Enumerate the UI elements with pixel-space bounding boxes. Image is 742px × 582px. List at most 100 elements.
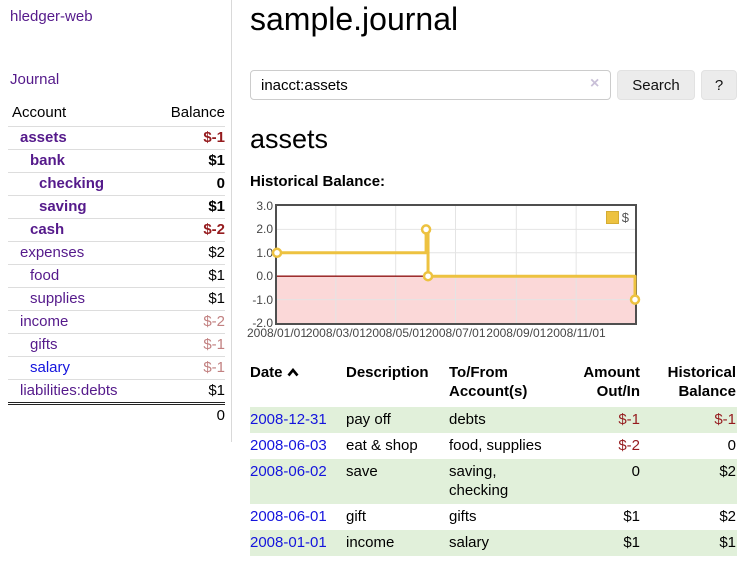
y-axis-tick-label: -1.0 [252, 292, 273, 307]
search-button[interactable]: Search [617, 70, 695, 100]
account-balance: $-2 [149, 218, 225, 242]
register-row: 2008-12-31 pay off debts $-1 $-1 [250, 407, 737, 433]
account-balance: $-1 [149, 333, 225, 357]
accounts-column-header: To/From Account(s) [449, 364, 528, 400]
transaction-accounts: gifts [449, 508, 477, 525]
transaction-description: pay off [346, 411, 391, 428]
chart-canvas [271, 206, 641, 323]
transaction-date-link[interactable]: 2008-01-01 [250, 534, 327, 551]
help-button[interactable]: ? [701, 70, 737, 100]
x-axis-tick-label: 2008/01/01 [246, 326, 308, 340]
transaction-amount: 0 [631, 463, 640, 480]
account-balance: $1 [149, 379, 225, 404]
balance-column-header: Balance [149, 100, 225, 127]
table-row: expenses $2 [8, 241, 225, 265]
table-row: liabilities:debts $1 [8, 379, 225, 404]
page-title: sample.journal [250, 1, 459, 37]
transaction-amount: $-1 [618, 411, 640, 428]
clear-search-icon[interactable]: × [590, 75, 600, 92]
account-link-checking[interactable]: checking [39, 175, 105, 192]
transaction-accounts: saving, checking [449, 463, 509, 499]
account-heading: assets [250, 124, 329, 154]
table-row: gifts $-1 [8, 333, 225, 357]
transaction-description: income [346, 534, 395, 551]
table-row: cash $-2 [8, 218, 225, 242]
amount-column-header: Amount Out/In [583, 364, 640, 400]
transaction-amount: $1 [623, 508, 640, 525]
transaction-balance: $-1 [714, 411, 736, 428]
y-axis-tick-label: 1.0 [256, 245, 273, 260]
account-balance: 0 [149, 172, 225, 196]
main-content: sample.journal × Search ? assets Histori… [246, 0, 737, 582]
balance-chart: $ [271, 204, 641, 325]
y-axis-tick-label: -2.0 [252, 316, 273, 330]
register-row: 2008-06-02 save saving, checking 0 $2 [250, 459, 737, 504]
account-balance: $-2 [149, 310, 225, 334]
account-balance: $1 [149, 149, 225, 173]
accounts-total-value: 0 [149, 402, 225, 427]
transaction-balance: 0 [727, 437, 736, 454]
account-link-salary[interactable]: salary [30, 359, 71, 376]
account-balance: $1 [149, 287, 225, 311]
transaction-balance: $2 [719, 508, 736, 525]
y-axis-tick-label: 2.0 [256, 222, 273, 237]
table-row: food $1 [8, 264, 225, 288]
register-row: 2008-06-01 gift gifts $1 $2 [250, 504, 737, 530]
date-column-header[interactable]: Date [250, 361, 346, 407]
transaction-date-link[interactable]: 2008-06-03 [250, 437, 327, 454]
transaction-balance: $2 [719, 463, 736, 480]
register-row: 2008-06-03 eat & shop food, supplies $-2… [250, 433, 737, 459]
transaction-description: eat & shop [346, 437, 418, 454]
table-row: checking 0 [8, 172, 225, 196]
transaction-date-link[interactable]: 2008-12-31 [250, 411, 327, 428]
account-link-gifts[interactable]: gifts [30, 336, 58, 353]
accounts-table: Account Balance assets $-1 bank $1 check… [8, 100, 225, 427]
account-link-income[interactable]: income [20, 313, 69, 330]
account-balance: $-1 [203, 129, 225, 146]
app-title-link[interactable]: hledger-web [10, 8, 93, 25]
table-row: assets $-1 [8, 127, 225, 150]
search-form: × Search ? [250, 70, 737, 100]
y-axis-tick-label: 3.0 [256, 199, 273, 213]
account-link-expenses[interactable]: expenses [20, 244, 85, 261]
x-axis-tick-label: 2008/11/01 [546, 326, 606, 340]
transaction-date-link[interactable]: 2008-06-02 [250, 463, 327, 480]
account-balance: $1 [149, 195, 225, 219]
account-link-food[interactable]: food [30, 267, 60, 284]
transaction-date-link[interactable]: 2008-06-01 [250, 508, 327, 525]
transaction-accounts: food, supplies [449, 437, 542, 454]
legend-label: $ [621, 210, 629, 225]
balance-column-header: Historical Balance [667, 364, 736, 400]
chart-title: Historical Balance: [250, 173, 386, 190]
y-axis-tick-label: 0.0 [256, 269, 273, 284]
account-link-cash[interactable]: cash [30, 221, 65, 238]
transaction-description: gift [346, 508, 367, 525]
table-row: income $-2 [8, 310, 225, 334]
legend-swatch-icon [605, 211, 619, 224]
x-axis-tick-label: 2008/09/01 [486, 326, 547, 340]
sidebar-item-journal[interactable]: Journal [10, 71, 60, 88]
account-link-supplies[interactable]: supplies [30, 290, 86, 307]
account-balance: $1 [149, 264, 225, 288]
accounts-total-row: 0 [8, 402, 225, 427]
account-link-assets[interactable]: assets [20, 129, 67, 146]
transaction-amount: $-2 [618, 437, 640, 454]
description-column-header: Description [346, 364, 429, 381]
sidebar: hledger-web Journal Account Balance asse… [0, 0, 232, 442]
table-row: saving $1 [8, 195, 225, 219]
account-balance: $-1 [149, 356, 225, 380]
register-table: Date Description To/From Account(s) Amou… [250, 361, 737, 556]
account-link-bank[interactable]: bank [30, 152, 66, 169]
table-row: supplies $1 [8, 287, 225, 311]
account-link-liabilities-debts[interactable]: liabilities:debts [20, 382, 118, 399]
search-input[interactable] [250, 70, 611, 100]
account-balance: $2 [149, 241, 225, 265]
x-axis-tick-label: 2008/05/01 [365, 326, 426, 340]
account-link-saving[interactable]: saving [39, 198, 87, 215]
register-header-row: Date Description To/From Account(s) Amou… [250, 361, 737, 407]
transaction-balance: $1 [719, 534, 736, 551]
transaction-description: save [346, 463, 378, 480]
transaction-amount: $1 [623, 534, 640, 551]
accounts-table-header: Account Balance [8, 100, 225, 127]
